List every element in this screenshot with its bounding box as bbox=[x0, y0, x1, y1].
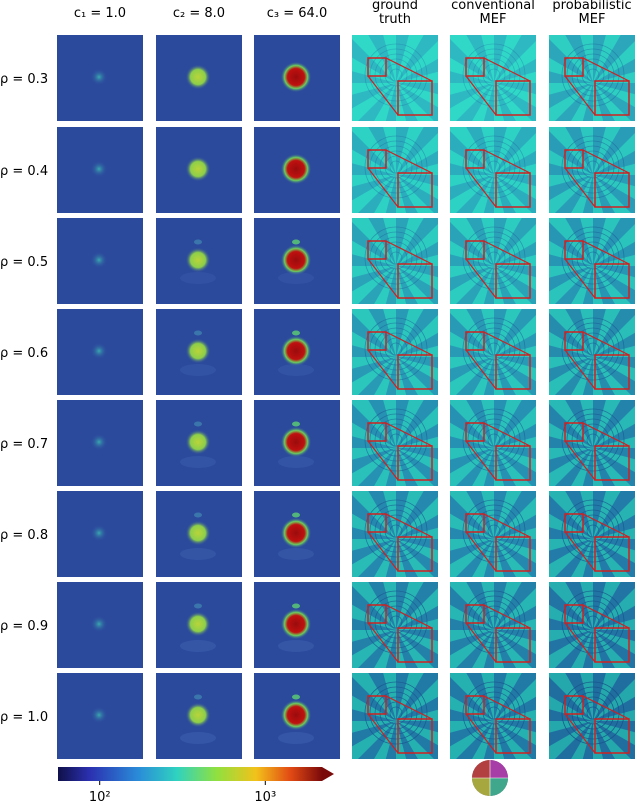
column-header: c₃ = 64.0 bbox=[267, 6, 327, 21]
image-panel bbox=[450, 491, 536, 577]
image-panel bbox=[549, 218, 635, 304]
image-panel bbox=[156, 400, 242, 486]
image-panel bbox=[450, 673, 536, 759]
image-panel bbox=[57, 35, 143, 121]
image-panel bbox=[156, 309, 242, 395]
image-panel bbox=[450, 218, 536, 304]
image-panel bbox=[450, 582, 536, 668]
image-panel bbox=[254, 400, 340, 486]
image-panel bbox=[57, 673, 143, 759]
column-header: c₂ = 8.0 bbox=[173, 6, 225, 21]
column-header: ground bbox=[372, 0, 418, 13]
image-panel bbox=[352, 218, 438, 304]
color-wheel bbox=[472, 760, 508, 796]
image-panel bbox=[254, 582, 340, 668]
column-header: c₁ = 1.0 bbox=[74, 6, 126, 21]
image-panel bbox=[549, 127, 635, 213]
row-label: ρ = 0.4 bbox=[0, 164, 48, 179]
column-header: probabilistic bbox=[552, 0, 631, 13]
image-panel bbox=[549, 582, 635, 668]
image-panel bbox=[352, 35, 438, 121]
image-panel bbox=[352, 582, 438, 668]
image-panel bbox=[549, 309, 635, 395]
image-panel bbox=[254, 309, 340, 395]
image-panel bbox=[549, 491, 635, 577]
colorbar-arrow bbox=[322, 767, 334, 781]
image-panel bbox=[254, 673, 340, 759]
row-label: ρ = 0.8 bbox=[0, 528, 48, 543]
colorbar bbox=[58, 767, 322, 781]
colorbar-tick-label: 10³ bbox=[254, 790, 276, 805]
image-panel bbox=[254, 491, 340, 577]
image-panel bbox=[156, 491, 242, 577]
image-panel bbox=[57, 582, 143, 668]
row-label: ρ = 0.7 bbox=[0, 437, 48, 452]
image-panel bbox=[450, 309, 536, 395]
row-label: ρ = 1.0 bbox=[0, 710, 48, 725]
image-panel bbox=[156, 582, 242, 668]
row-label: ρ = 0.5 bbox=[0, 255, 48, 270]
image-panel bbox=[450, 35, 536, 121]
image-panel bbox=[352, 309, 438, 395]
image-panel bbox=[57, 309, 143, 395]
colorbar-tick-label: 10² bbox=[89, 790, 111, 805]
image-panel bbox=[156, 127, 242, 213]
image-panel bbox=[352, 400, 438, 486]
image-panel bbox=[450, 127, 536, 213]
image-panel bbox=[352, 673, 438, 759]
column-header: conventional bbox=[451, 0, 535, 13]
row-label: ρ = 0.9 bbox=[0, 619, 48, 634]
image-panel bbox=[254, 218, 340, 304]
image-panel bbox=[57, 400, 143, 486]
image-panel bbox=[57, 127, 143, 213]
column-header: MEF bbox=[480, 12, 507, 27]
image-grid bbox=[57, 35, 635, 759]
image-panel bbox=[549, 35, 635, 121]
image-panel bbox=[549, 400, 635, 486]
image-panel bbox=[549, 673, 635, 759]
row-label: ρ = 0.3 bbox=[0, 72, 48, 87]
image-panel bbox=[254, 127, 340, 213]
image-panel bbox=[352, 491, 438, 577]
column-header: truth bbox=[379, 12, 411, 27]
image-panel bbox=[156, 673, 242, 759]
image-panel bbox=[57, 218, 143, 304]
image-panel bbox=[254, 35, 340, 121]
column-header: MEF bbox=[579, 12, 606, 27]
image-panel bbox=[450, 400, 536, 486]
image-panel bbox=[156, 218, 242, 304]
image-panel bbox=[57, 491, 143, 577]
image-panel bbox=[156, 35, 242, 121]
row-label: ρ = 0.6 bbox=[0, 346, 48, 361]
image-panel bbox=[352, 127, 438, 213]
